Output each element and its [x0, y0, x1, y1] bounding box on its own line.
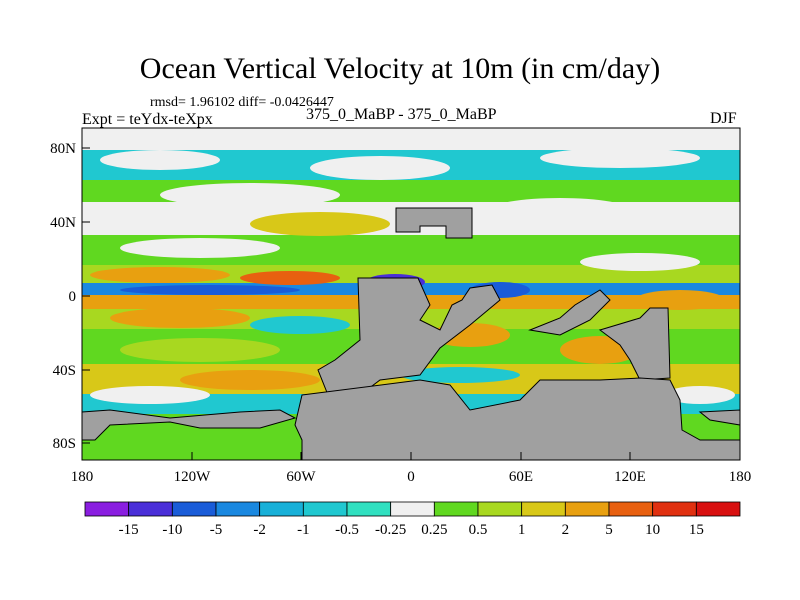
lon-label: 60W: [286, 469, 316, 485]
land-mass: [81, 207, 741, 461]
lon-label: 60E: [509, 469, 533, 485]
lat-label: 40S: [53, 363, 76, 379]
lat-label: 40N: [50, 215, 76, 231]
lon-label: 120W: [174, 469, 212, 485]
colorbar-swatch: [346, 501, 392, 517]
colorbar-swatch: [259, 501, 304, 517]
lon-label: 0: [407, 469, 415, 485]
plot-title: Ocean Vertical Velocity at 10m (in cm/da…: [139, 52, 661, 85]
colorbar-label: 1: [518, 522, 526, 538]
lon-label: 180: [71, 469, 94, 485]
colorbar-swatch: [390, 501, 435, 517]
colorbar-swatch: [608, 501, 654, 517]
colorbar-label: -0.5: [335, 522, 359, 538]
colorbar-label: 2: [562, 522, 570, 538]
colorbar-swatch: [695, 501, 741, 517]
colorbar-label: -15: [119, 522, 139, 538]
case-label: 375_0_MaBP - 375_0_MaBP: [306, 106, 497, 123]
colorbar-label: -1: [297, 522, 310, 538]
colorbar-swatch: [215, 501, 261, 517]
colorbar-swatch: [433, 501, 479, 517]
colorbar-swatch: [564, 501, 610, 517]
colorbar-label: -0.25: [375, 522, 406, 538]
colorbar-label: 0.25: [421, 522, 447, 538]
colorbar-swatch: [652, 501, 697, 517]
colorbar-swatch: [477, 501, 523, 517]
colorbar-label: -2: [253, 522, 266, 538]
lat-axis: 80N 40N 0 40S 80S: [50, 141, 90, 452]
season-label: DJF: [710, 110, 737, 127]
colorbar-label: 5: [605, 522, 613, 538]
lon-label: 120E: [614, 469, 646, 485]
colorbar-label: 0.5: [469, 522, 488, 538]
colorbar-swatch: [302, 501, 348, 517]
colorbar-label: 15: [689, 522, 704, 538]
colorbar-label: -5: [210, 522, 223, 538]
lat-label: 80S: [53, 436, 76, 452]
experiment-label: Expt = teYdx-teXpx: [82, 111, 213, 128]
colorbar: -15 -10 -5 -2 -1 -0.5 -0.25 0.25 0.5 1 2 5 10 15: [84, 501, 741, 538]
colorbar-swatch: [171, 501, 217, 517]
colorbar-label: -10: [162, 522, 182, 538]
lat-label: 0: [69, 289, 77, 305]
lon-label: 180: [729, 469, 752, 485]
colorbar-label: 10: [645, 522, 660, 538]
lat-label: 80N: [50, 141, 76, 157]
colorbar-swatch: [521, 501, 566, 517]
colorbar-swatch: [128, 501, 173, 517]
colorbar-swatch: [84, 501, 130, 517]
lon-axis: 180 120W 60W 0 60E 120E 180: [71, 452, 752, 485]
statistics-label: rmsd= 1.96102 diff= -0.0426447: [150, 95, 334, 110]
